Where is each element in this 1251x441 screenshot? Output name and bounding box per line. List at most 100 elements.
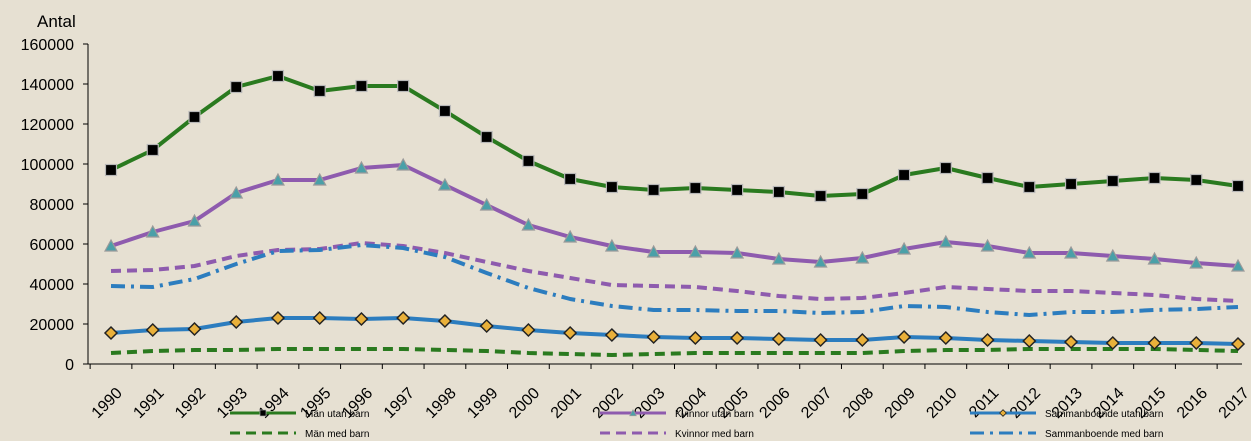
series-line	[110, 347, 1239, 357]
data-point	[271, 69, 285, 83]
legend-label: Män med barn	[305, 429, 369, 440]
data-point	[230, 80, 243, 94]
data-point	[396, 310, 411, 326]
data-point	[1063, 334, 1079, 350]
x-tick-label: 2002	[590, 385, 627, 422]
data-point	[1148, 171, 1161, 185]
data-point	[771, 331, 786, 347]
data-point	[145, 322, 160, 338]
data-point	[1231, 179, 1245, 193]
data-point	[730, 330, 745, 346]
data-point	[437, 313, 452, 329]
data-point	[1105, 335, 1120, 351]
legend-entry: Kvinnor utan barn	[600, 409, 754, 420]
x-tick-label: 2012	[1007, 385, 1044, 422]
series-3	[103, 310, 1246, 352]
data-point	[897, 241, 912, 255]
data-point	[1147, 335, 1162, 351]
data-point	[855, 250, 870, 264]
data-point	[437, 177, 452, 191]
legend-label: Kvinnor utan barn	[675, 409, 754, 420]
x-tick-label: 2011	[966, 385, 1002, 421]
y-tick-label: 100000	[21, 157, 74, 174]
legend-entry: Sammanboende med barn	[970, 429, 1163, 440]
y-tick-label: 80000	[30, 197, 75, 214]
x-tick-label: 2000	[506, 385, 543, 422]
data-point	[104, 163, 118, 177]
data-point	[646, 244, 661, 258]
data-point	[479, 197, 494, 211]
legend-marker	[629, 409, 637, 417]
y-tick-label: 40000	[30, 277, 75, 294]
data-point	[522, 154, 535, 168]
data-point	[521, 217, 536, 231]
y-axis: 0 20000 40000 60000 80000 100000 120000 140000 1…	[21, 37, 89, 374]
data-point	[771, 251, 786, 265]
data-point	[772, 185, 785, 199]
y-tick-label: 120000	[21, 117, 74, 134]
data-point	[1230, 336, 1246, 352]
data-point	[354, 311, 369, 327]
data-point	[605, 180, 618, 194]
series-line	[110, 163, 1239, 268]
data-point	[730, 245, 745, 259]
legend: Män utan barn Kvinnor utan barn Sammanboen…	[230, 409, 1163, 440]
data-point	[1022, 333, 1037, 349]
legend-label: Sammanboende med barn	[1045, 429, 1163, 440]
series-line	[110, 74, 1239, 198]
data-point	[813, 332, 828, 348]
data-point	[938, 330, 953, 346]
data-point	[897, 168, 911, 182]
x-tick-label: 2010	[923, 385, 960, 422]
data-point	[604, 238, 619, 252]
data-point	[563, 325, 578, 341]
data-point	[1064, 177, 1078, 191]
data-point	[814, 189, 827, 203]
data-point	[855, 332, 870, 348]
data-point	[731, 183, 744, 197]
data-point	[1147, 251, 1162, 265]
data-point	[103, 238, 119, 252]
y-tick-label: 160000	[21, 37, 74, 54]
x-tick-label: 1997	[381, 385, 418, 422]
data-point	[938, 234, 953, 248]
legend-entry: Sammanboende utan barn	[970, 409, 1163, 420]
legend-marker	[999, 409, 1007, 417]
data-point	[479, 318, 494, 334]
y-axis-label: Antal	[37, 12, 76, 31]
series-1	[104, 69, 1245, 203]
x-tick-label: 1993	[214, 385, 251, 422]
series-4	[110, 347, 1239, 357]
data-point	[438, 104, 452, 118]
series-2	[103, 157, 1246, 272]
data-point	[397, 79, 410, 93]
data-point	[480, 130, 493, 144]
series-5	[110, 241, 1239, 303]
legend-entry: Kvinnor med barn	[600, 429, 754, 440]
x-tick-label: 1999	[464, 385, 501, 422]
data-point	[563, 229, 578, 243]
legend-marker	[259, 409, 267, 417]
data-point	[980, 332, 995, 348]
data-point	[647, 183, 660, 197]
x-tick-label: 1990	[89, 385, 126, 422]
x-tick-label: 2008	[840, 385, 877, 422]
data-point	[187, 321, 202, 337]
legend-label: Sammanboende utan barn	[1045, 409, 1163, 420]
legend-label: Män utan barn	[305, 409, 370, 420]
x-tick-label: 2017	[1216, 385, 1251, 422]
data-point	[145, 224, 160, 238]
data-point	[897, 329, 912, 345]
data-point	[980, 238, 995, 252]
data-point	[354, 160, 369, 174]
data-point	[229, 185, 244, 199]
data-point	[355, 79, 368, 93]
data-point	[396, 157, 411, 171]
data-point	[564, 172, 577, 186]
y-tick-label: 0	[65, 357, 74, 374]
data-point	[1064, 245, 1079, 259]
x-tick-label: 2007	[798, 385, 835, 422]
data-point	[270, 310, 286, 326]
x-tick-label: 1991	[130, 385, 167, 422]
series-line	[110, 241, 1239, 303]
